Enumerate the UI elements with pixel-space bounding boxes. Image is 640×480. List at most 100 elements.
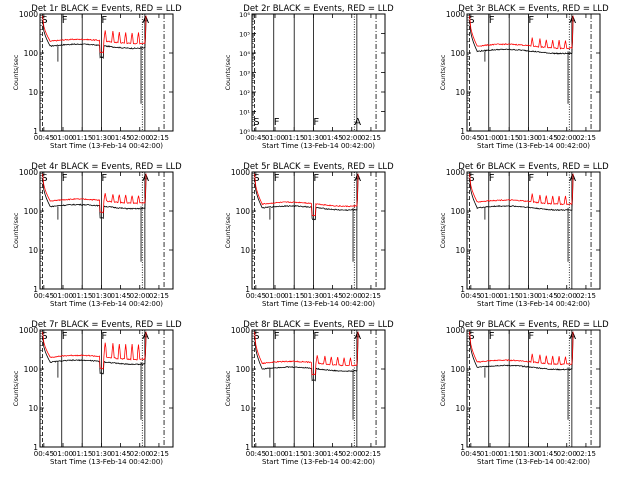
event-marker-label: F xyxy=(489,173,495,184)
plot-frame xyxy=(466,171,601,290)
event-marker-label: F xyxy=(274,117,280,128)
event-marker-label: F xyxy=(274,173,280,184)
x-tick-label: 02:00 xyxy=(557,134,577,142)
lld-series-line xyxy=(469,331,574,366)
event-marker-label: S xyxy=(41,15,47,26)
y-tick-label: 1 xyxy=(460,285,465,294)
y-tick-label: 1 xyxy=(245,285,250,294)
x-tick-label: 01:45 xyxy=(110,450,130,458)
event-marker-label: F xyxy=(528,331,534,342)
x-tick-label: 02:00 xyxy=(557,292,577,300)
events-series-line xyxy=(469,173,574,211)
detector-panel: Det 1r BLACK = Events, RED = LLD 1 10 100 10… xyxy=(12,4,182,150)
y-tick-label: 100 xyxy=(24,207,39,216)
x-axis-label: Start Time (13-Feb-14 00:42:00) xyxy=(477,458,590,466)
x-axis-label: Start Time (13-Feb-14 00:42:00) xyxy=(262,300,375,308)
x-tick-label: 01:45 xyxy=(537,292,557,300)
event-marker-label: F xyxy=(62,15,68,26)
x-tick-label: 02:15 xyxy=(361,134,381,142)
x-tick-label: 01:30 xyxy=(91,134,111,142)
event-marker-label: F xyxy=(313,117,319,128)
x-tick-label: 01:45 xyxy=(322,134,342,142)
plot-frame xyxy=(466,329,601,448)
y-axis-label: Counts/sec xyxy=(224,212,232,248)
x-tick-label: 02:15 xyxy=(149,134,169,142)
y-tick-label: 10 xyxy=(455,88,465,97)
x-tick-label: 00:45 xyxy=(246,450,266,458)
panel-title: Det 9r BLACK = Events, RED = LLD xyxy=(458,320,609,330)
x-tick-label: 01:00 xyxy=(480,292,500,300)
y-tick-label: 10¹ xyxy=(239,109,250,117)
y-tick-label: 10 xyxy=(455,404,465,413)
x-tick-label: 02:15 xyxy=(361,292,381,300)
y-tick-label: 1000 xyxy=(19,10,38,19)
y-tick-label: 10⁰ xyxy=(239,128,250,136)
y-tick-label: 10 xyxy=(455,246,465,255)
y-tick-label: 10 xyxy=(240,404,250,413)
x-axis-label: Start Time (13-Feb-14 00:42:00) xyxy=(262,142,375,150)
x-tick-label: 01:30 xyxy=(303,134,323,142)
x-axis-label: Start Time (13-Feb-14 00:42:00) xyxy=(477,142,590,150)
y-tick-label: 10⁶ xyxy=(239,11,250,19)
y-tick-label: 1 xyxy=(460,127,465,136)
detector-panel: Det 3r BLACK = Events, RED = LLD 1 10 100 10… xyxy=(439,4,609,150)
y-tick-label: 100 xyxy=(24,365,39,374)
y-axis-label: Counts/sec xyxy=(439,370,447,406)
x-tick-label: 01:00 xyxy=(480,134,500,142)
lld-series-line xyxy=(42,173,147,214)
y-axis-label: Counts/sec xyxy=(12,212,20,248)
y-tick-label: 100 xyxy=(451,365,466,374)
x-tick-label: 01:30 xyxy=(518,450,538,458)
x-tick-label: 02:15 xyxy=(149,450,169,458)
x-tick-label: 01:30 xyxy=(91,292,111,300)
x-tick-label: 02:00 xyxy=(342,450,362,458)
y-tick-label: 1000 xyxy=(231,168,250,177)
x-axis-label: Start Time (13-Feb-14 00:42:00) xyxy=(50,300,163,308)
x-tick-label: 02:15 xyxy=(576,450,596,458)
x-tick-label: 01:00 xyxy=(53,292,73,300)
plot-frame xyxy=(251,171,386,290)
x-axis-label: Start Time (13-Feb-14 00:42:00) xyxy=(50,142,163,150)
x-axis-label: Start Time (13-Feb-14 00:42:00) xyxy=(50,458,163,466)
event-marker-label: F xyxy=(313,331,319,342)
y-tick-label: 10² xyxy=(239,89,250,97)
y-axis-label: Counts/sec xyxy=(224,54,232,90)
events-series-line xyxy=(469,15,574,55)
detector-panel: Det 8r BLACK = Events, RED = LLD 1 10 100 10… xyxy=(224,320,394,466)
events-series-line xyxy=(254,173,359,221)
x-tick-label: 01:30 xyxy=(91,450,111,458)
panel-title: Det 6r BLACK = Events, RED = LLD xyxy=(458,162,609,172)
y-tick-label: 1000 xyxy=(446,326,465,335)
event-marker-label: S xyxy=(253,173,259,184)
x-tick-label: 01:45 xyxy=(322,292,342,300)
y-axis-label: Counts/sec xyxy=(439,212,447,248)
event-marker-label: F xyxy=(489,331,495,342)
x-tick-label: 01:15 xyxy=(284,134,304,142)
x-tick-label: 01:00 xyxy=(53,134,73,142)
y-tick-label: 10⁵ xyxy=(239,31,250,39)
x-tick-label: 01:30 xyxy=(518,134,538,142)
x-tick-label: 01:30 xyxy=(303,292,323,300)
x-tick-label: 00:45 xyxy=(461,450,481,458)
lld-series-line xyxy=(469,173,574,206)
y-axis-label: Counts/sec xyxy=(12,370,20,406)
lld-series-line xyxy=(42,15,147,54)
event-marker-label: S xyxy=(41,173,47,184)
event-marker-label: F xyxy=(528,173,534,184)
x-tick-label: 02:00 xyxy=(342,134,362,142)
y-tick-label: 1000 xyxy=(446,168,465,177)
x-tick-label: 01:45 xyxy=(322,450,342,458)
event-marker-label: F xyxy=(101,173,107,184)
x-tick-label: 01:30 xyxy=(518,292,538,300)
x-tick-label: 02:15 xyxy=(576,292,596,300)
x-tick-label: 00:45 xyxy=(246,292,266,300)
event-marker-label: F xyxy=(62,331,68,342)
y-tick-label: 100 xyxy=(451,207,466,216)
events-series-line xyxy=(42,15,147,60)
plot-frame xyxy=(39,329,174,448)
y-tick-label: 1 xyxy=(460,443,465,452)
x-tick-label: 02:00 xyxy=(342,292,362,300)
x-tick-label: 00:45 xyxy=(461,292,481,300)
x-tick-label: 00:45 xyxy=(246,134,266,142)
y-tick-label: 10 xyxy=(28,88,38,97)
